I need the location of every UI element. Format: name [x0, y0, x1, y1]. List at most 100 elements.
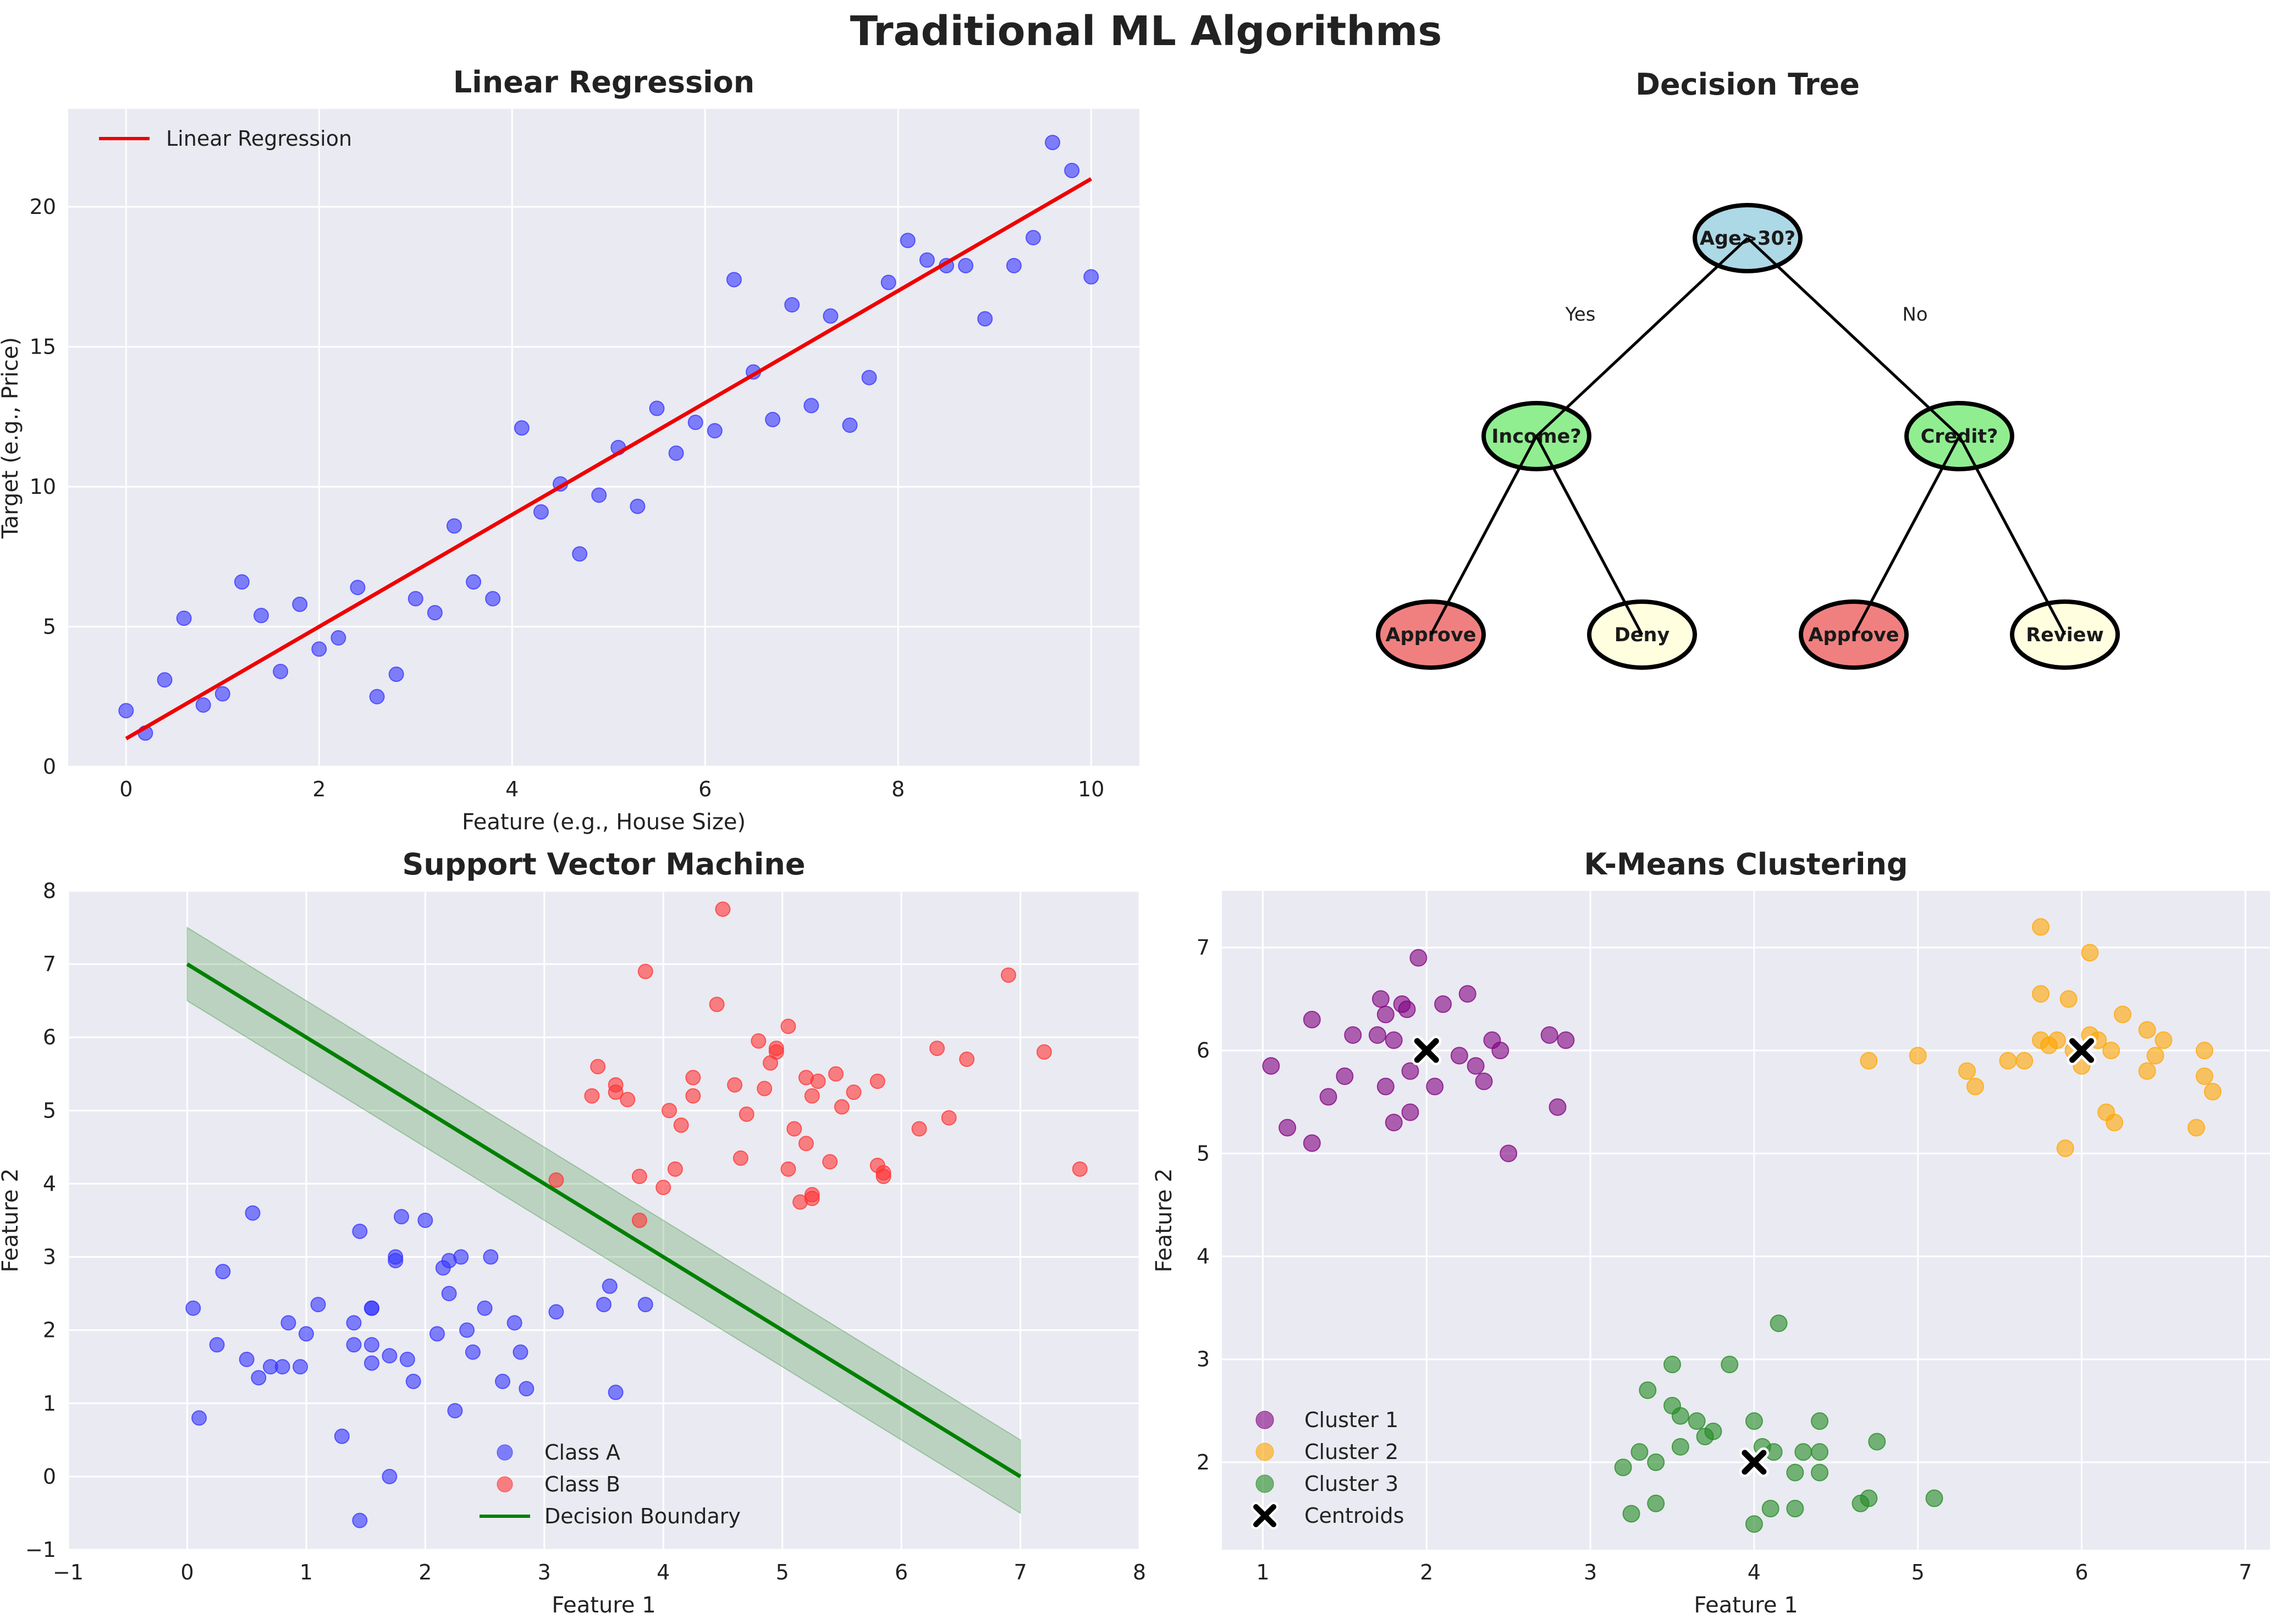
svm-class-a-point-24: [399, 1351, 415, 1367]
kmeans-y-tick-label: 7: [1197, 935, 1210, 960]
svm-class-b-point-49: [804, 1191, 820, 1207]
svm-class-b-point-34: [822, 1154, 838, 1170]
kmeans-centroids-marker-2: [1742, 1450, 1767, 1475]
legend-marker-cluster-3: [1255, 1474, 1274, 1493]
svm-class-a-point-36: [483, 1249, 499, 1265]
svm-class-b-point-44: [941, 1110, 957, 1126]
kmeans-cluster-1-point-27: [1549, 1098, 1567, 1116]
kmeans-cluster-1-point-29: [1398, 1000, 1416, 1019]
svm-y-tick-label: −1: [25, 1538, 56, 1562]
svm-class-b-point-13: [685, 1088, 701, 1104]
tree-node-label-leaf3: Approve: [1808, 624, 1899, 646]
kmeans-cluster-2-point-29: [2203, 1083, 2222, 1101]
linear-regression-panel: Linear Regression 0 2 4 6 8 10 0 5 10 15 20 Featu…: [0, 65, 1139, 835]
legend-label-linear-regression: Linear Regression: [166, 126, 352, 151]
linreg-series-0-point-27: [649, 400, 665, 416]
svm-class-b-point-9: [655, 1180, 671, 1196]
svm-class-b-point-0: [548, 1172, 564, 1188]
svm-class-a-point-44: [608, 1384, 624, 1400]
linreg-series-0-point-33: [765, 411, 781, 427]
svm-y-ticks: −1 0 1 2 3 4 5 6 7 8: [25, 879, 56, 1562]
svm-class-a-point-5: [245, 1205, 261, 1221]
kmeans-cluster-2-point-28: [2195, 1067, 2213, 1085]
kmeans-cluster-2-point-7: [2032, 985, 2050, 1003]
kmeans-y-tick-label: 4: [1197, 1245, 1210, 1269]
svm-class-b-point-27: [786, 1121, 802, 1137]
linreg-series-0-point-44: [977, 311, 993, 327]
kmeans-x-tick-label: 5: [1911, 1560, 1925, 1584]
svm-x-tick-label: 6: [895, 1560, 908, 1584]
linear-regression-y-ticks: 0 5 10 15 20: [30, 195, 56, 779]
linreg-x-tick-label: 0: [119, 777, 133, 801]
svm-class-b-point-42: [911, 1121, 927, 1137]
kmeans-cluster-2-point-23: [2138, 1062, 2156, 1080]
kmeans-cluster-1-point-4: [1319, 1088, 1337, 1106]
kmeans-cluster-3-point-1: [1622, 1505, 1640, 1523]
svm-class-b-point-24: [768, 1041, 784, 1056]
kmeans-cluster-1-point-11: [1385, 1031, 1403, 1049]
kmeans-y-tick-label: 2: [1197, 1450, 1210, 1474]
svm-class-a-point-2: [209, 1337, 225, 1353]
svm-class-b-point-6: [631, 1169, 647, 1185]
svm-class-b-point-32: [804, 1088, 820, 1104]
linreg-series-0-point-35: [803, 398, 819, 414]
svm-class-a-point-13: [334, 1428, 350, 1444]
kmeans-cluster-1-point-17: [1426, 1077, 1444, 1095]
tree-edge-overlay: [1429, 237, 2067, 636]
kmeans-cluster-2-point-21: [2113, 1005, 2131, 1023]
kmeans-centroids-marker-1: [2069, 1038, 2095, 1063]
svm-class-b-point-17: [727, 1077, 743, 1093]
svm-class-b-point-18: [732, 1150, 748, 1166]
svm-x-tick-label: 4: [657, 1560, 670, 1584]
svm-class-a-point-6: [251, 1370, 267, 1386]
svm-class-b-point-47: [1036, 1044, 1052, 1060]
kmeans-cluster-2-point-1: [1909, 1047, 1927, 1065]
svm-class-b-point-36: [834, 1099, 850, 1115]
svm-class-a-point-32: [453, 1249, 469, 1265]
kmeans-y-ticks: 2 3 4 5 6 7: [1197, 935, 1210, 1474]
svm-y-tick-label: 7: [43, 952, 56, 976]
linreg-series-0-point-29: [687, 415, 703, 431]
svm-class-b-point-25: [780, 1019, 796, 1034]
tree-edge-overlay-root-credit: [1746, 237, 1960, 437]
linreg-series-0-point-31: [726, 272, 742, 288]
legend-label-decision-boundary: Decision Boundary: [544, 1504, 741, 1528]
svm-class-a-point-19: [363, 1355, 379, 1371]
linreg-y-tick-label: 5: [43, 615, 56, 639]
kmeans-y-tick-label: 5: [1197, 1141, 1210, 1165]
svm-x-tick-label: 0: [180, 1560, 194, 1584]
linear-regression-y-axis-label: Target (e.g., Price): [0, 337, 23, 539]
svm-x-tick-label: −1: [53, 1560, 84, 1584]
linreg-series-0-point-6: [234, 574, 250, 590]
kmeans-cluster-3-point-23: [1811, 1412, 1829, 1430]
linreg-series-0-point-17: [446, 518, 462, 534]
kmeans-cluster-1-point-25: [1500, 1144, 1518, 1163]
svm-class-a-point-18: [363, 1337, 379, 1353]
svm-class-a-point-16: [352, 1223, 368, 1239]
linreg-series-0-point-43: [958, 258, 974, 274]
kmeans-cluster-1-point-18: [1434, 995, 1452, 1013]
svm-class-a-point-12: [310, 1297, 326, 1313]
svm-class-b-point-45: [959, 1052, 975, 1067]
kmeans-x-ticks: 1 2 3 4 5 6 7: [1256, 1560, 2252, 1584]
svm-class-b-point-37: [846, 1084, 862, 1100]
svm-class-b-point-5: [620, 1092, 636, 1108]
linreg-series-0-point-45: [1006, 258, 1022, 274]
kmeans-cluster-1-point-2: [1303, 1134, 1321, 1152]
kmeans-cluster-1-point-20: [1458, 985, 1476, 1003]
svm-class-b-point-41: [875, 1169, 891, 1185]
kmeans-cluster-3-point-20: [1786, 1500, 1804, 1518]
kmeans-cluster-1-point-7: [1368, 1026, 1386, 1044]
svm-class-a-point-20: [382, 1348, 398, 1364]
linreg-y-tick-label: 0: [43, 755, 56, 779]
tree-node-label-leaf1: Approve: [1385, 624, 1476, 646]
kmeans-cluster-3-point-4: [1647, 1494, 1665, 1512]
kmeans-title: K-Means Clustering: [1584, 847, 1908, 882]
linreg-x-tick-label: 6: [698, 777, 712, 801]
svm-class-b-point-10: [662, 1103, 677, 1119]
linear-regression-marks: [118, 135, 1099, 741]
tree-edge-overlay-credit-leaf3: [1852, 435, 1961, 636]
svm-class-a-point-48: [363, 1300, 379, 1316]
kmeans-x-tick-label: 3: [1584, 1560, 1597, 1584]
